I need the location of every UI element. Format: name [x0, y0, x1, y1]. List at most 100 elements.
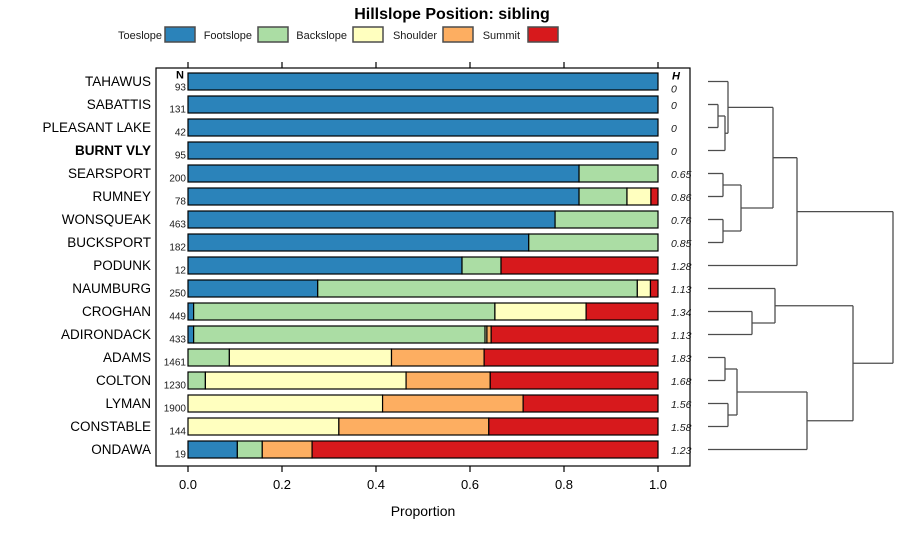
n-value: 250 — [169, 289, 186, 300]
h-value: 0.85 — [671, 238, 692, 250]
bar-segment-adirondack-summit — [490, 325, 659, 344]
bar-segment-colton-footslope — [187, 371, 206, 390]
bar-segment-podunk-footslope — [461, 256, 502, 275]
legend: Toeslope Footslope Backslope Shoulder Summit — [118, 26, 559, 43]
bar-segment-pleasant-lake-toeslope — [187, 118, 659, 137]
bar-segment-lyman-summit — [522, 394, 659, 413]
row-label-pleasant-lake: PLEASANT LAKE — [42, 120, 151, 135]
bar-segment-searsport-toeslope — [187, 164, 580, 183]
bar-segment-tahawus-toeslope — [187, 72, 659, 91]
n-value: 200 — [169, 174, 186, 185]
bar-segment-naumburg-footslope — [317, 279, 638, 298]
bar-segment-colton-backslope — [204, 371, 407, 390]
x-tick-label: 0.0 — [179, 477, 197, 492]
plot-frame — [155, 67, 691, 467]
bar-segment-constable-summit — [488, 417, 659, 436]
x-tick-label: 0.8 — [555, 477, 573, 492]
row-label-burnt-vly: BURNT VLY — [75, 143, 151, 158]
n-value: 131 — [169, 105, 186, 116]
n-value: 1900 — [164, 404, 187, 415]
n-value: 1461 — [164, 358, 187, 369]
h-value: 1.13 — [671, 284, 692, 296]
bar-segment-croghan-backslope — [494, 302, 587, 321]
h-column-header: H — [672, 71, 681, 83]
row-label-adams: ADAMS — [103, 350, 151, 365]
bar-segment-wonsqueak-footslope — [554, 210, 659, 229]
bar-segment-bucksport-toeslope — [187, 233, 530, 252]
n-value: 182 — [169, 243, 186, 254]
x-tick-label: 0.4 — [367, 477, 385, 492]
n-value: 78 — [175, 197, 187, 208]
bar-segment-colton-summit — [489, 371, 659, 390]
n-value: 433 — [169, 335, 186, 346]
h-value: 0 — [671, 100, 677, 112]
h-index-column: H00000.650.860.760.851.281.131.341.131.8… — [671, 71, 692, 458]
bar-segment-rumney-summit — [650, 187, 659, 206]
n-column-header: N — [176, 70, 184, 82]
row-label-podunk: PODUNK — [93, 258, 151, 273]
legend-swatch-backslope — [352, 26, 384, 43]
h-value: 1.68 — [671, 376, 692, 388]
row-labels: TAHAWUS SABATTIS PLEASANT LAKE BURNT VLY SEA… — [42, 74, 151, 457]
n-value: 1230 — [164, 381, 187, 392]
h-value: 1.34 — [671, 307, 692, 319]
h-value: 0 — [671, 84, 677, 96]
bar-segment-rumney-footslope — [578, 187, 628, 206]
dendrogram — [708, 80, 894, 451]
bar-segment-croghan-summit — [585, 302, 659, 321]
row-label-croghan: CROGHAN — [82, 304, 151, 319]
bar-segment-adirondack-footslope — [193, 325, 486, 344]
row-label-adirondack: ADIRONDACK — [61, 327, 151, 342]
bar-segment-podunk-summit — [500, 256, 659, 275]
h-value: 1.83 — [671, 353, 692, 365]
n-value: 144 — [169, 427, 186, 438]
n-value: 449 — [169, 312, 186, 323]
bar-segment-adams-shoulder — [390, 348, 485, 367]
x-tick-label: 0.2 — [273, 477, 291, 492]
h-value: 1.58 — [671, 422, 692, 434]
bar-segment-naumburg-toeslope — [187, 279, 319, 298]
row-label-ondawa: ONDAWA — [91, 442, 151, 457]
row-label-naumburg: NAUMBURG — [72, 281, 151, 296]
bar-segment-adams-backslope — [228, 348, 393, 367]
h-value: 0.65 — [671, 169, 692, 181]
bar-segment-rumney-toeslope — [187, 187, 580, 206]
bar-segment-burnt-vly-toeslope — [187, 141, 659, 160]
bar-segment-ondawa-footslope — [236, 440, 263, 459]
h-value: 0.86 — [671, 192, 692, 204]
bar-segment-adams-footslope — [187, 348, 230, 367]
plot-border — [155, 67, 691, 467]
h-value: 0 — [671, 123, 677, 135]
bar-segment-sabattis-toeslope — [187, 95, 659, 114]
h-value: 1.23 — [671, 445, 692, 457]
legend-swatch-shoulder — [442, 26, 474, 43]
bar-segment-searsport-footslope — [578, 164, 659, 183]
bar-segment-constable-shoulder — [338, 417, 490, 436]
h-value: 0 — [671, 146, 677, 158]
row-label-tahawus: TAHAWUS — [85, 74, 151, 89]
legend-label-backslope: Backslope — [296, 30, 347, 42]
n-value: 19 — [175, 450, 187, 461]
legend-label-summit: Summit — [483, 30, 520, 42]
row-label-wonsqueak: WONSQUEAK — [62, 212, 151, 227]
bar-segment-adams-summit — [483, 348, 659, 367]
legend-swatch-footslope — [257, 26, 289, 43]
row-label-colton: COLTON — [96, 373, 151, 388]
bar-segment-adirondack-shoulder — [486, 325, 492, 344]
bar-segment-ondawa-toeslope — [187, 440, 238, 459]
bar-segment-podunk-toeslope — [187, 256, 463, 275]
bar-segment-croghan-toeslope — [187, 302, 195, 321]
bar-segment-ondawa-summit — [311, 440, 659, 459]
legend-label-footslope: Footslope — [204, 30, 252, 42]
n-value: 463 — [169, 220, 186, 231]
row-label-searsport: SEARSPORT — [68, 166, 151, 181]
h-value: 1.56 — [671, 399, 692, 411]
row-label-lyman: LYMAN — [105, 396, 151, 411]
n-value: 93 — [175, 83, 187, 94]
h-value: 1.28 — [671, 261, 692, 273]
row-label-rumney: RUMNEY — [92, 189, 151, 204]
bar-segment-croghan-footslope — [193, 302, 496, 321]
bar-segment-ondawa-shoulder — [261, 440, 313, 459]
chart-title: Hillslope Position: sibling — [354, 6, 550, 23]
